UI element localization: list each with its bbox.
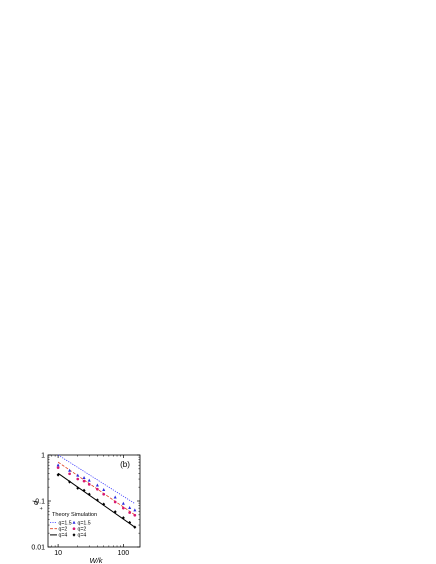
legend-sim-label: q=4 — [78, 533, 87, 539]
sim-point-q15 — [102, 488, 106, 492]
legend-sim-marker — [72, 527, 76, 531]
sim-point-q15 — [95, 483, 99, 487]
theory-line-q15 — [57, 454, 136, 504]
sim-point-q4 — [102, 502, 106, 506]
sim-point-q15 — [56, 463, 60, 467]
legend-sim-marker — [72, 533, 76, 537]
sim-point-q4 — [87, 492, 91, 496]
legend-theory-label: q=4 — [59, 533, 68, 539]
series-layer — [56, 454, 137, 529]
panel-label: (b) — [120, 460, 130, 469]
x-axis-title: W/k — [90, 556, 104, 564]
x-tick-label: 100 — [118, 550, 130, 557]
sim-point-q2 — [102, 492, 106, 496]
sim-point-q15 — [68, 468, 72, 472]
sim-point-q2 — [96, 487, 99, 491]
y-tick-label: 0.01 — [31, 544, 45, 551]
sim-point-q15 — [87, 478, 91, 482]
legend-sim-label: q=1.5 — [78, 520, 91, 526]
sim-point-q15 — [113, 495, 117, 499]
sim-point-q2 — [113, 500, 117, 504]
sim-point-q15 — [128, 506, 132, 510]
sim-point-q15 — [121, 501, 125, 505]
sim-point-q15 — [82, 475, 86, 479]
legend-theory-label: q=2 — [59, 527, 68, 533]
sim-point-q4 — [76, 486, 80, 490]
x-tick-label: 10 — [54, 550, 62, 557]
y-tick-label: 0.1 — [35, 498, 45, 505]
y-tick-label: 1 — [41, 452, 45, 459]
legend-theory-label: q=1.5 — [59, 520, 72, 526]
sim-point-q4 — [121, 516, 125, 520]
sim-point-q2 — [68, 472, 71, 476]
sim-point-q4 — [128, 520, 132, 525]
legend-theory-title: Theory — [52, 512, 70, 518]
sim-point-q4 — [133, 525, 137, 529]
legend-sim-marker — [72, 520, 76, 524]
sim-point-q4 — [56, 473, 60, 477]
sim-point-q2 — [121, 506, 125, 510]
sim-point-q4 — [95, 498, 99, 502]
sim-point-q2 — [128, 511, 132, 514]
sim-point-q2 — [87, 483, 91, 486]
axes-layer: 0.01 0.1 1 10 100 — [31, 452, 140, 557]
sim-point-q15 — [76, 473, 80, 477]
y-axis-title: d + — [31, 500, 45, 510]
sim-point-q2 — [82, 479, 86, 483]
sim-point-q2 — [56, 466, 60, 470]
legend-simulation-title: Simulation — [71, 512, 97, 518]
sim-point-q15 — [133, 508, 137, 512]
y-axis-title-main: d — [31, 500, 40, 505]
sim-point-q4 — [82, 488, 86, 493]
legend-sim-label: q=2 — [78, 527, 87, 533]
sim-point-q2 — [133, 513, 137, 517]
sim-point-q4 — [113, 510, 117, 514]
sim-point-q4 — [68, 480, 72, 484]
sim-point-q2 — [76, 477, 80, 481]
y-axis-title-subscript: + — [39, 506, 45, 510]
